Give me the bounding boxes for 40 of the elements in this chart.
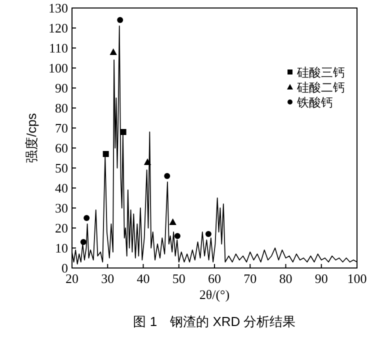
y-tick-label: 70 <box>55 120 68 136</box>
x-tick-label: 40 <box>136 271 150 286</box>
y-tick-label: 90 <box>55 80 68 96</box>
y-tick-label: 10 <box>55 240 68 256</box>
point <box>205 231 212 237</box>
y-tick-label: 110 <box>48 40 68 56</box>
point <box>117 17 124 23</box>
x-tick-label: 20 <box>66 271 78 286</box>
caption: 图 1 钢渣的 XRD 分析结果 <box>133 314 296 329</box>
x-tick-label: 70 <box>244 271 257 286</box>
legend-label: 铁酸钙 <box>296 96 333 110</box>
y-tick-label: 30 <box>55 200 68 216</box>
point <box>169 218 176 225</box>
y-tick-label: 80 <box>55 100 68 116</box>
y-tick-label: 50 <box>55 160 68 176</box>
x-tick-label: 60 <box>208 271 221 286</box>
point <box>110 48 117 55</box>
y-tick-label: 130 <box>48 0 68 16</box>
y-tick-label: 60 <box>55 140 68 156</box>
point <box>102 151 109 157</box>
y-tick-label: 0 <box>62 260 68 276</box>
y-tick-label: 40 <box>55 180 68 196</box>
legend-label: 硅酸三钙 <box>296 66 345 80</box>
x-tick-label: 90 <box>314 271 328 286</box>
y-axis-title: 强度/cps <box>24 112 39 163</box>
point <box>164 173 170 179</box>
point <box>120 129 126 135</box>
x-tick-label: 100 <box>347 271 367 286</box>
point <box>144 158 152 165</box>
x-axis-title: 2θ/(°) <box>199 287 230 302</box>
x-tick-label: 80 <box>279 271 292 286</box>
x-tick-label: 30 <box>101 271 114 286</box>
y-tick-label: 20 <box>55 220 68 236</box>
x-tick-label: 50 <box>172 271 186 286</box>
point <box>84 215 90 221</box>
point <box>174 233 180 239</box>
y-tick-label: 120 <box>48 20 68 36</box>
y-tick-label: 100 <box>48 60 68 76</box>
legend-label: 硅酸二钙 <box>296 80 345 94</box>
point <box>80 239 86 245</box>
